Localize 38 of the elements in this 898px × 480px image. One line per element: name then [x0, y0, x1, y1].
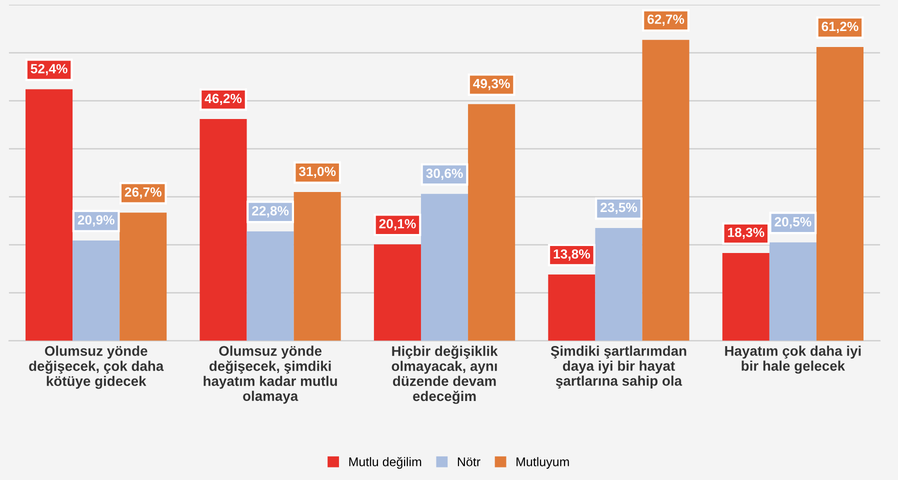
bar [72, 240, 120, 341]
x-tick-label: Şimdiki şartlarımdan daya iyi bir hayat şartlarına sahip ola [550, 346, 686, 389]
data-label: 26,7% [124, 187, 162, 199]
data-label: 20,5% [774, 217, 812, 228]
data-label: 30,6% [426, 168, 463, 180]
bar [26, 89, 73, 341]
bar [374, 244, 421, 341]
data-label: 62,7% [648, 14, 684, 26]
x-tick-label: Hiçbir değişiklik olmayacak, aynı düzende devam edeceğim [392, 346, 498, 404]
data-label: 49,3% [473, 78, 510, 90]
bar [294, 192, 341, 341]
bar [468, 104, 516, 341]
data-label: 20,9% [78, 215, 114, 226]
data-label: 13,8% [554, 249, 590, 261]
bar [246, 231, 294, 341]
legend-label: Nötr [458, 458, 480, 466]
legend-label: Mutluyum [516, 457, 569, 469]
x-tick-label: Hayatım çok daha iyi bir hale gelecek [725, 346, 861, 374]
data-label: 23,5% [600, 202, 638, 214]
data-label: 52,4% [30, 64, 68, 76]
bar [420, 194, 468, 341]
bar [120, 212, 167, 341]
bar [769, 242, 816, 341]
data-label: 22,8% [252, 206, 289, 218]
legend-label: Mutlu değilim [349, 456, 422, 469]
data-label: 18,3% [728, 228, 764, 239]
bar [642, 40, 690, 341]
x-tick-label: Olumsuz yönde değişecek, çok daha kötüye gidecek [29, 346, 164, 389]
bar [548, 274, 596, 341]
bar [595, 228, 642, 341]
bar [722, 252, 770, 341]
data-label: 20,1% [379, 219, 416, 230]
data-label: 46,2% [204, 94, 242, 106]
data-label: 61,2% [822, 22, 858, 34]
x-tick-label: Olumsuz yönde değişecek, şimdiki hayatım kadar mutlu olamaya [204, 346, 337, 404]
bar [816, 47, 864, 341]
data-label: 31,0% [298, 166, 336, 178]
bar [200, 119, 247, 341]
